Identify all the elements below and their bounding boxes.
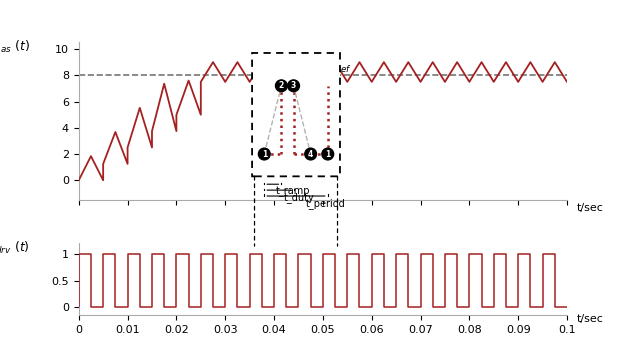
Text: 1: 1: [261, 149, 267, 159]
Text: t/sec: t/sec: [577, 203, 604, 213]
Text: $i_{ref}$: $i_{ref}$: [333, 59, 352, 75]
Text: t_period: t_period: [306, 198, 345, 209]
Text: t_ramp: t_ramp: [275, 187, 310, 197]
FancyBboxPatch shape: [252, 53, 340, 176]
Text: 4: 4: [308, 149, 313, 159]
Text: t/sec: t/sec: [577, 314, 604, 324]
Text: 2: 2: [278, 81, 284, 90]
Y-axis label: $i_{meas}\ (t)$: $i_{meas}\ (t)$: [0, 39, 30, 56]
Text: 3: 3: [291, 81, 296, 90]
Y-axis label: $v_{drv}\ (t)$: $v_{drv}\ (t)$: [0, 240, 30, 256]
Text: 1: 1: [325, 149, 330, 159]
Text: t_duty: t_duty: [284, 193, 314, 204]
